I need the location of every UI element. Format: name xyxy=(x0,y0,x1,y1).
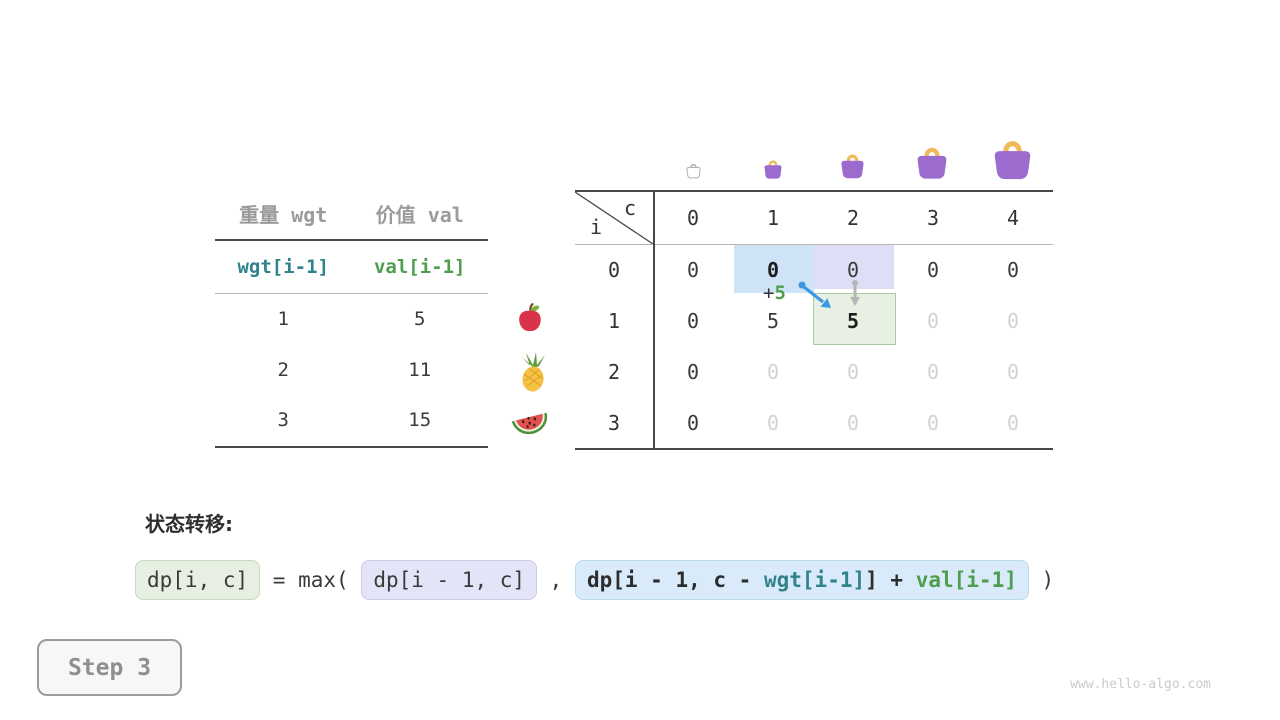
dp-table-divider xyxy=(653,192,655,448)
formula-take-option-box: dp[i - 1, c - wgt[i-1]] + val[i-1] xyxy=(574,560,1029,600)
dp-cell: 0 xyxy=(926,258,940,283)
items-table-body: 1 5 2 11 3 15 xyxy=(215,294,488,446)
capacity-axis-label: c xyxy=(623,196,636,220)
formula-comma: , xyxy=(537,568,575,592)
dp-cell: 0 xyxy=(686,309,700,334)
dp-col-header: 0 xyxy=(686,206,700,230)
dp-cell: 0 xyxy=(766,258,780,283)
dp-cell: 0 xyxy=(686,359,700,384)
items-table-index-row: wgt[i-1] val[i-1] xyxy=(215,241,488,294)
items-table: 重量 wgt 价值 val wgt[i-1] val[i-1] 1 5 2 11 3 15 xyxy=(215,188,488,448)
watermark: www.hello-algo.com xyxy=(1070,677,1211,692)
added-value: 5 xyxy=(774,282,786,304)
dp-cell: 5 xyxy=(846,309,860,334)
dp-col-header: 1 xyxy=(766,206,780,230)
item-wgt-cell: 1 xyxy=(277,308,289,331)
dp-table-row: 0 0 0 0 0 0 xyxy=(575,245,1053,296)
formula-keep-option-box: dp[i - 1, c] xyxy=(361,560,538,600)
dp-cell: 0 xyxy=(1006,410,1020,435)
dp-table-row: 2 0 0 0 0 0 xyxy=(575,347,1053,398)
item-val-cell: 11 xyxy=(408,358,432,381)
dp-table-row: 3 0 0 0 0 0 xyxy=(575,397,1053,448)
take-middle: ] + xyxy=(865,568,916,592)
item-val-cell: 15 xyxy=(408,409,432,432)
formula-close-paren: ) xyxy=(1028,568,1055,592)
bag-small-icon xyxy=(764,160,782,179)
plus-sign: + xyxy=(763,282,775,304)
diagonal-line xyxy=(575,192,653,244)
dp-cell: 0 xyxy=(926,410,940,435)
dp-cell: 0 xyxy=(766,359,780,384)
bag-medium-icon xyxy=(841,154,864,179)
dp-cell: 5 xyxy=(766,309,780,334)
take-wgt-term: wgt[i-1] xyxy=(763,568,866,592)
dp-col-headers: 0 1 2 3 4 xyxy=(653,192,1053,244)
dp-cell: 0 xyxy=(926,309,940,334)
dp-table-header: c i 0 1 2 3 4 xyxy=(575,192,1053,245)
bag-xlarge-icon xyxy=(994,141,1031,180)
items-table-header: 重量 wgt 价值 val xyxy=(215,188,488,241)
dp-cell: 0 xyxy=(846,359,860,384)
wgt-index-label: wgt[i-1] xyxy=(237,256,329,278)
items-table-row: 3 15 xyxy=(215,395,488,446)
take-val-term: val[i-1] xyxy=(915,568,1017,592)
item-axis-label: i xyxy=(590,215,603,239)
dp-row-header: 3 xyxy=(607,410,621,435)
dp-cell: 0 xyxy=(926,359,940,384)
state-transition-title: 状态转移: xyxy=(145,512,233,536)
bag-large-icon xyxy=(917,147,947,179)
items-table-row: 2 11 xyxy=(215,345,488,396)
dp-cell: 0 xyxy=(766,410,780,435)
dp-row-header: 2 xyxy=(607,359,621,384)
take-prefix: dp[i - 1, c - xyxy=(586,568,764,592)
val-index-label: val[i-1] xyxy=(373,256,466,278)
dp-corner-cell: c i xyxy=(575,192,653,244)
watermelon-icon xyxy=(511,412,548,435)
step-badge: Step 3 xyxy=(37,639,182,696)
state-transition-formula: dp[i, c] = max( dp[i - 1, c] , dp[i - 1,… xyxy=(135,560,1054,600)
bag-outline-icon xyxy=(686,163,701,179)
item-wgt-cell: 3 xyxy=(277,409,289,432)
item-val-cell: 5 xyxy=(414,308,426,331)
pineapple-icon xyxy=(522,352,545,392)
dp-cell: 0 xyxy=(846,410,860,435)
dp-col-header: 4 xyxy=(1006,206,1020,230)
dp-cell: 0 xyxy=(846,258,860,283)
add-value-annotation: +5 xyxy=(763,282,786,304)
dp-cell: 0 xyxy=(1006,258,1020,283)
dp-cell: 0 xyxy=(686,258,700,283)
dp-col-header: 3 xyxy=(926,206,940,230)
dp-cell: 0 xyxy=(1006,359,1020,384)
dp-row-header: 1 xyxy=(607,309,621,334)
dp-table-row: 1 0 5 5 0 0 xyxy=(575,296,1053,347)
dp-col-header: 2 xyxy=(846,206,860,230)
dp-cell: 0 xyxy=(1006,309,1020,334)
dp-row-header: 0 xyxy=(607,258,621,283)
weight-header: 重量 wgt xyxy=(239,203,328,227)
dp-cell: 0 xyxy=(686,410,700,435)
formula-target-box: dp[i, c] xyxy=(135,560,261,600)
item-wgt-cell: 2 xyxy=(277,358,289,381)
apple-icon xyxy=(519,303,541,332)
formula-equals: = max( xyxy=(260,568,362,592)
value-header: 价值 val xyxy=(375,203,464,227)
